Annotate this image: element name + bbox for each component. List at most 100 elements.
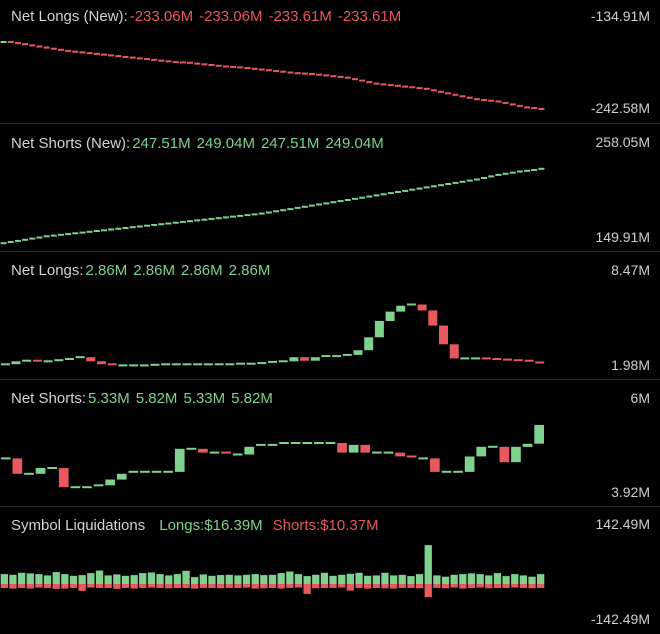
candle	[201, 218, 208, 221]
candle	[430, 89, 437, 92]
candle	[0, 457, 11, 460]
candle	[438, 184, 444, 187]
candle	[387, 84, 394, 87]
candle	[522, 443, 533, 447]
candle	[267, 443, 278, 446]
candle	[79, 231, 86, 234]
candle	[423, 87, 430, 90]
candle	[57, 48, 64, 51]
candle	[72, 50, 79, 53]
ohlc-value: -233.61M	[337, 8, 402, 25]
longs-liquidation-bar	[61, 574, 69, 584]
shorts-liquidation-bar	[286, 584, 294, 588]
shorts-liquidation-bar	[9, 584, 17, 589]
candle	[165, 222, 172, 225]
candle	[215, 64, 222, 67]
longs-liquidation-bar	[312, 574, 320, 584]
longs-liquidation-bar	[217, 575, 225, 584]
candle	[316, 73, 323, 76]
shorts-liquidation-bar	[294, 584, 303, 588]
candle	[215, 217, 222, 220]
candle	[198, 448, 208, 453]
candle	[115, 55, 122, 58]
candle	[194, 62, 201, 65]
candle	[187, 220, 193, 223]
ohlc-value: 2.86M	[85, 262, 128, 279]
panel-divider[interactable]	[0, 506, 660, 507]
longs-liquidation-bar	[260, 575, 268, 584]
candle	[374, 320, 384, 338]
candle	[273, 210, 280, 213]
longs-liquidation-bar	[303, 576, 311, 584]
candle	[257, 362, 267, 365]
candle	[287, 208, 294, 211]
candle	[337, 200, 344, 203]
candle	[342, 353, 352, 356]
candle	[352, 197, 358, 200]
candle	[246, 362, 256, 365]
shorts-liquidation-bar	[493, 584, 502, 588]
longs-liquidation-bar	[87, 573, 95, 584]
longs-liquidation-bar	[95, 570, 104, 584]
candle	[237, 66, 244, 69]
longs-liquidation-bar	[9, 574, 17, 584]
candle	[122, 227, 129, 229]
longs-liquidation-bar	[381, 572, 389, 584]
shorts-liquidation-bar	[390, 584, 398, 589]
candle	[516, 104, 523, 107]
candle	[380, 83, 387, 86]
candle	[93, 52, 100, 55]
candle	[430, 185, 437, 188]
candle	[509, 171, 516, 174]
candle	[531, 169, 538, 171]
candle	[65, 233, 72, 236]
longs-liquidation-bar	[493, 573, 502, 584]
shorts-liquidation-bar	[147, 584, 156, 588]
candle	[473, 178, 480, 181]
candle	[395, 452, 405, 457]
longs-liquidation-bar	[346, 573, 354, 584]
panel-divider[interactable]	[0, 251, 660, 252]
candle	[14, 42, 21, 45]
candle	[222, 216, 229, 219]
candle	[538, 107, 545, 110]
candle	[244, 67, 251, 69]
panel-divider[interactable]	[0, 123, 660, 124]
candle	[406, 303, 416, 306]
shorts-liquidation-bar	[191, 584, 199, 589]
candle	[372, 451, 382, 454]
shorts-liquidation-bar	[303, 584, 311, 594]
ohlc-value: 2.86M	[228, 262, 271, 279]
candle	[43, 235, 50, 238]
longs-liquidation-bar	[450, 574, 458, 584]
candle	[22, 359, 32, 362]
shorts-liquidation-bar	[476, 584, 484, 588]
candle	[12, 458, 23, 474]
candle	[402, 189, 409, 192]
candle	[236, 362, 245, 365]
shorts-liquidation-bar	[424, 584, 432, 598]
shorts-liquidation-bar	[104, 584, 112, 588]
longs-liquidation-bar	[199, 574, 207, 584]
candle	[171, 363, 181, 366]
longs-liquidation-bar	[208, 575, 216, 584]
longs-liquidation-bar	[104, 575, 112, 584]
candle	[93, 230, 100, 232]
candle	[115, 227, 122, 230]
candle	[203, 363, 213, 366]
shorts-liquidation-bar	[415, 584, 424, 589]
candle	[128, 470, 139, 473]
y-axis-max: 6M	[630, 390, 650, 406]
candle	[359, 196, 366, 199]
candle	[495, 173, 502, 176]
candle	[513, 359, 523, 362]
longs-liquidation-bar	[537, 574, 545, 584]
candle	[380, 193, 387, 196]
shorts-liquidation-bar	[519, 584, 527, 588]
panel-divider[interactable]	[0, 379, 660, 380]
y-axis-max: 258.05M	[595, 134, 650, 150]
candle	[101, 229, 107, 232]
shorts-liquidation-bar	[139, 584, 147, 588]
longs-liquidation-bar	[113, 574, 121, 584]
candle	[237, 214, 244, 217]
